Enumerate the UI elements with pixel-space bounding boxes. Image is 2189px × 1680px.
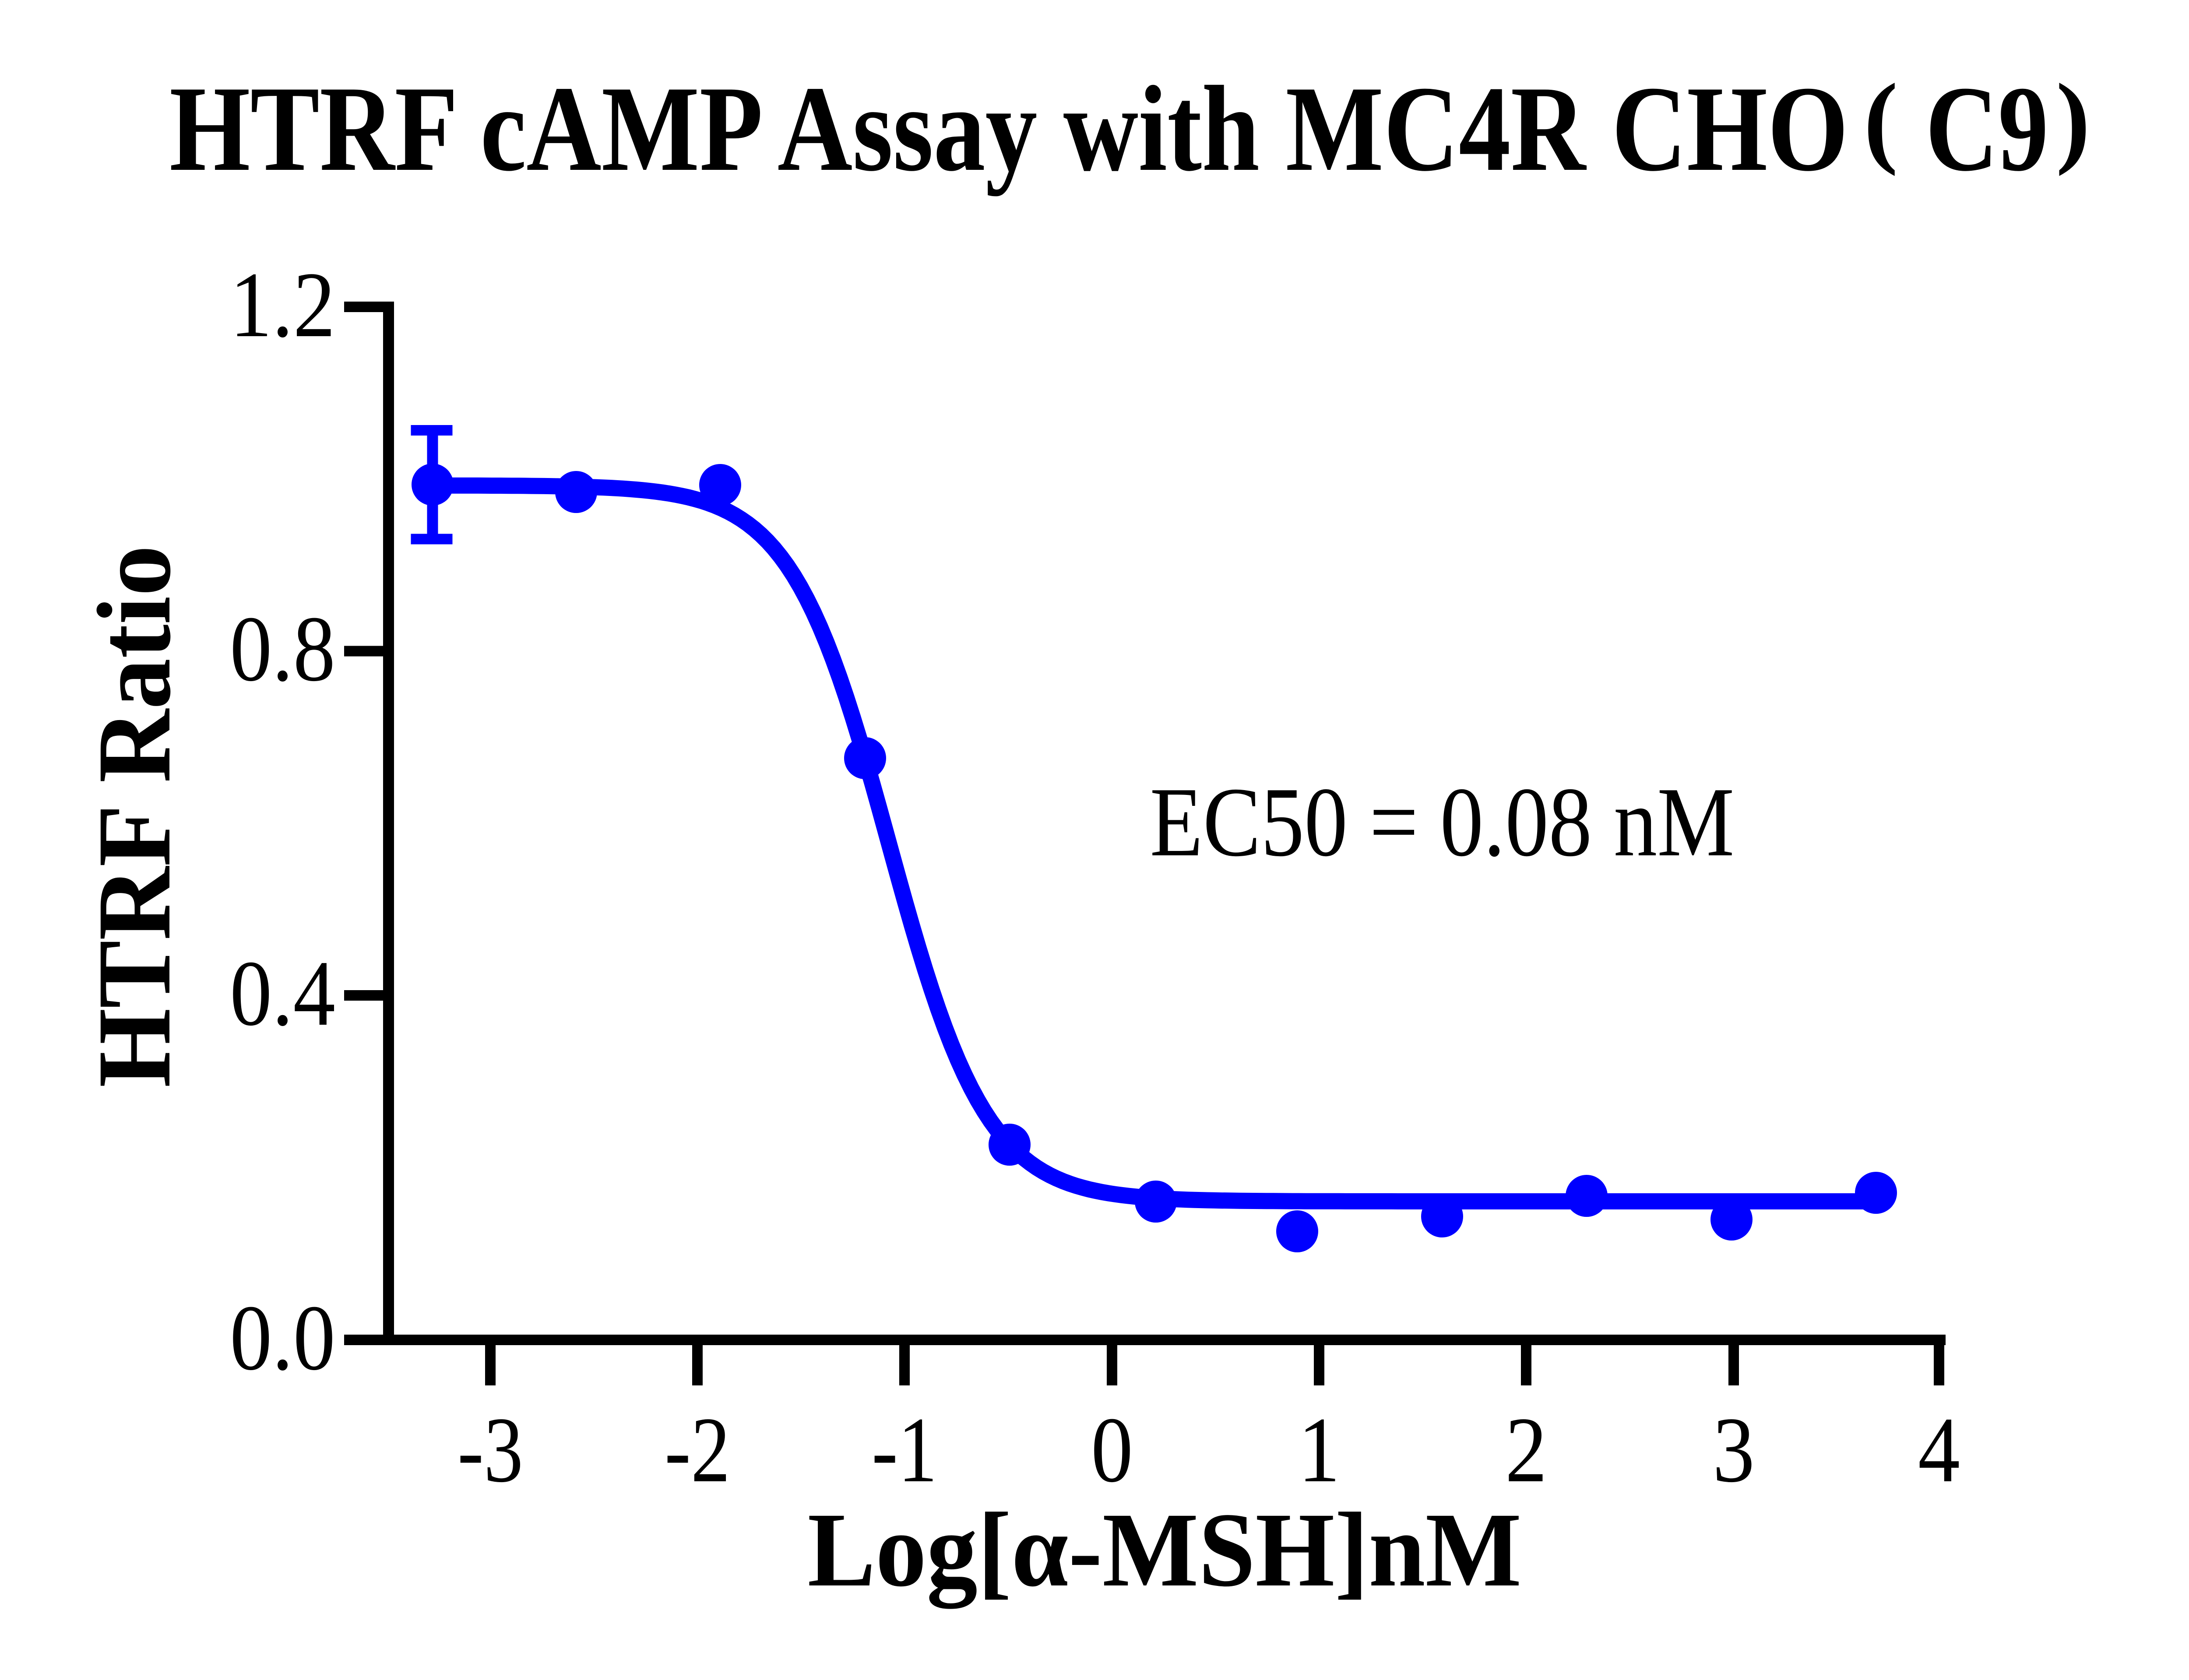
svg-text:4: 4 [1918, 1398, 1960, 1502]
svg-text:2: 2 [1505, 1398, 1547, 1502]
svg-text:1: 1 [1298, 1398, 1340, 1502]
svg-text:-1: -1 [872, 1398, 937, 1502]
svg-text:C9: C9 [1925, 60, 2048, 197]
svg-text:1.2: 1.2 [230, 253, 335, 357]
svg-text:3: 3 [1713, 1398, 1755, 1502]
svg-text:0.8: 0.8 [230, 597, 335, 701]
svg-text:HTRF Ratio: HTRF Ratio [76, 545, 192, 1088]
svg-text:): ) [2056, 63, 2090, 176]
svg-text:0: 0 [1091, 1398, 1133, 1502]
svg-text:-2: -2 [665, 1398, 730, 1502]
svg-text:0.4: 0.4 [230, 942, 335, 1045]
svg-text:0.0: 0.0 [230, 1286, 335, 1390]
svg-text:Log[α-MSH]nM: Log[α-MSH]nM [808, 1490, 1522, 1609]
svg-text:-3: -3 [458, 1398, 523, 1502]
svg-text:HTRF cAMP Assay with MC4R CHO: HTRF cAMP Assay with MC4R CHO [169, 60, 1848, 197]
svg-text:EC50 = 0.08 nM: EC50 = 0.08 nM [1150, 767, 1735, 877]
svg-text:(: ( [1864, 63, 1898, 176]
